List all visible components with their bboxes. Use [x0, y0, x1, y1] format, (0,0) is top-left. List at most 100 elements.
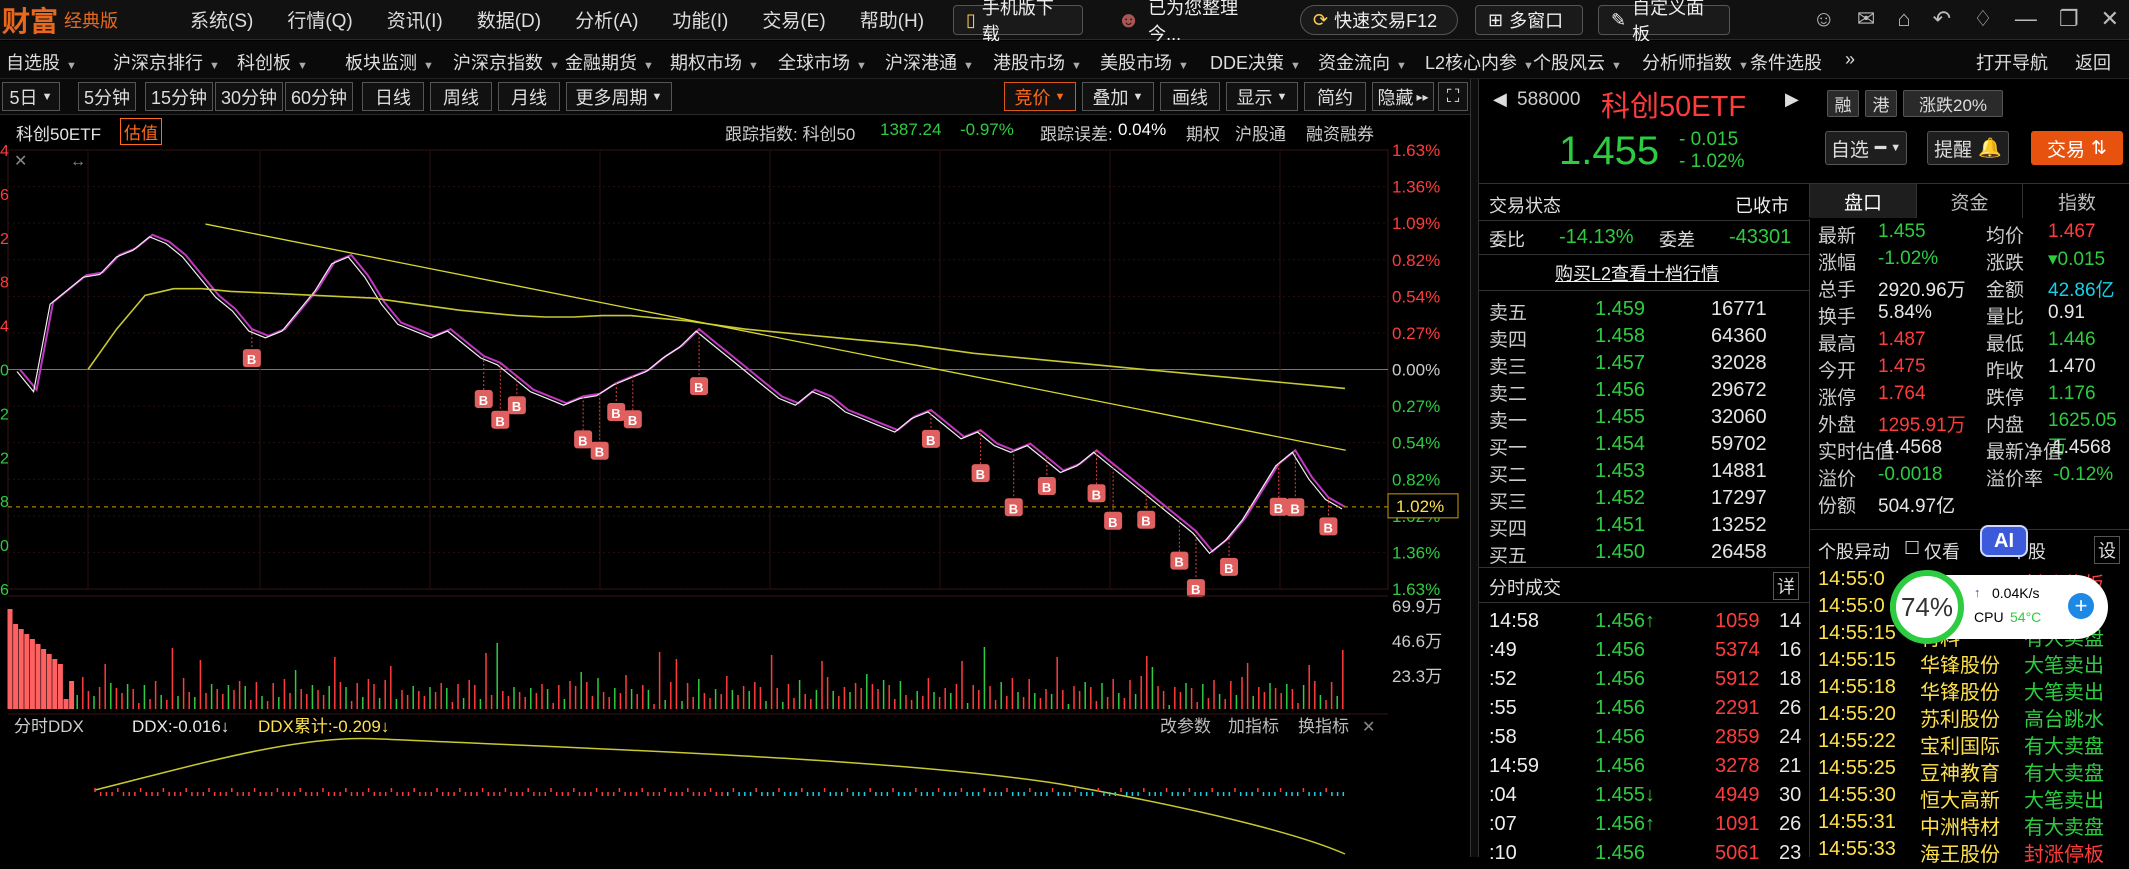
nav-index[interactable]: 沪深京指数 ▼ — [453, 53, 560, 73]
next-stock-icon[interactable]: ▶ — [1785, 89, 1799, 109]
orderbook-row[interactable]: 卖一 1.455 32060 — [1489, 404, 1809, 432]
buy-signal-marker[interactable] — [474, 390, 493, 409]
notice-button[interactable]: ☻ 已为您整理今... — [1117, 0, 1239, 44]
tool-simple[interactable]: 简约 — [1304, 82, 1366, 111]
switch-indicator-button[interactable]: 换指标 — [1298, 717, 1349, 736]
margin-link[interactable]: 融资融券 — [1306, 125, 1374, 144]
buy-signal-marker[interactable] — [1104, 511, 1123, 530]
menu-quote[interactable]: 行情(Q) — [287, 11, 353, 32]
buy-signal-marker[interactable] — [1286, 498, 1305, 517]
orderbook-row[interactable]: 买二 1.453 14881 — [1489, 458, 1809, 486]
chart-close-icon[interactable]: ✕ — [14, 153, 27, 170]
period-week[interactable]: 周线 — [430, 82, 492, 111]
custom-panel-button[interactable]: ✎ 自定义面板 — [1598, 0, 1730, 44]
menu-data[interactable]: 数据(D) — [476, 11, 542, 32]
panel-splitter[interactable] — [1470, 79, 1478, 857]
options-link[interactable]: 期权 — [1186, 125, 1220, 144]
nav-capital-flow[interactable]: 资金流向 ▼ — [1318, 53, 1407, 73]
menu-function[interactable]: 功能(I) — [672, 11, 729, 32]
restore-icon[interactable]: ❐ — [2058, 6, 2079, 31]
tab-capital[interactable]: 资金 — [1916, 184, 2022, 218]
tool-display[interactable]: 显示 ▼ — [1226, 82, 1298, 111]
period-30min[interactable]: 30分钟 — [215, 82, 283, 111]
add-indicator-button[interactable]: 加指标 — [1228, 717, 1279, 736]
ai-button[interactable]: AI — [1980, 525, 2028, 557]
minimize-icon[interactable]: — — [2014, 6, 2037, 31]
nav-stock-news[interactable]: 个股风云 ▼ — [1533, 53, 1622, 73]
buy-signal-marker[interactable] — [1037, 477, 1056, 496]
cpu-gauge[interactable]: 74% — [1890, 570, 1964, 644]
edit-params-button[interactable]: 改参数 — [1160, 717, 1211, 736]
menu-help[interactable]: 帮助(H) — [859, 11, 925, 32]
trend-line[interactable] — [205, 223, 1346, 451]
alert-button[interactable]: 提醒 🔔 — [1927, 131, 2009, 165]
menu-trade[interactable]: 交易(E) — [762, 11, 826, 32]
period-day[interactable]: 日线 — [362, 82, 424, 111]
nav-futures[interactable]: 金融期货 ▼ — [565, 53, 654, 73]
orderbook-row[interactable]: 卖三 1.457 32028 — [1489, 350, 1809, 378]
nav-watchlist[interactable]: 自选股 ▼ — [6, 53, 77, 73]
orderbook-row[interactable]: 卖四 1.458 64360 — [1489, 323, 1809, 351]
orderbook-row[interactable]: 卖五 1.459 16771 — [1489, 296, 1809, 324]
menu-system[interactable]: 系统(S) — [190, 11, 254, 32]
orderbook-row[interactable]: 买四 1.451 13252 — [1489, 512, 1809, 540]
tool-draw[interactable]: 画线 — [1160, 82, 1220, 111]
menu-analysis[interactable]: 分析(A) — [575, 11, 639, 32]
buy-signal-marker[interactable] — [1186, 579, 1205, 598]
period-15min[interactable]: 15分钟 — [145, 82, 213, 111]
alert-row[interactable]: 14:55:20 苏利股份 高台跳水 — [1818, 701, 2128, 731]
buy-signal-marker[interactable] — [607, 402, 626, 421]
pane-close-icon[interactable]: ✕ — [1362, 719, 1375, 736]
chart-resize-icon[interactable]: ↔ — [70, 153, 86, 170]
tool-hide[interactable]: 隐藏 ▸▸ — [1372, 82, 1434, 111]
tab-index[interactable]: 指数 — [2022, 184, 2129, 218]
nav-open-nav[interactable]: 打开导航 — [1976, 53, 2048, 73]
fast-trade-button[interactable]: ⟳ 快速交易F12 — [1300, 5, 1458, 35]
alert-row[interactable]: 14:55:18 华锋股份 大笔卖出 — [1818, 674, 2128, 704]
nav-options[interactable]: 期权市场 ▼ — [670, 53, 759, 73]
alerts-settings-button[interactable]: 设 — [2094, 536, 2120, 564]
buy-signal-marker[interactable] — [1269, 497, 1288, 516]
valuation-badge[interactable]: 估值 — [120, 118, 162, 145]
alert-row[interactable]: 14:55:30 恒大高新 大笔卖出 — [1818, 782, 2128, 812]
buy-signal-marker[interactable] — [242, 349, 261, 368]
alert-row[interactable]: 14:55:33 海王股份 封涨停板 — [1818, 836, 2128, 866]
user-icon[interactable]: ☺ — [1812, 6, 1835, 31]
period-more[interactable]: 更多周期 ▼ — [566, 82, 672, 111]
buy-signal-marker[interactable] — [1004, 498, 1023, 517]
tool-auction[interactable]: 竞价 ▼ — [1004, 82, 1076, 111]
nav-analyst[interactable]: 分析师指数 ▼ — [1642, 53, 1749, 73]
close-icon[interactable]: ✕ — [2100, 6, 2119, 31]
plus-icon[interactable]: + — [2068, 593, 2094, 619]
buy-signal-marker[interactable] — [491, 410, 510, 429]
nav-l2[interactable]: L2核心内参 ▼ — [1425, 53, 1534, 73]
menu-news[interactable]: 资讯(I) — [386, 11, 443, 32]
buy-signal-marker[interactable] — [1220, 557, 1239, 576]
ticks-detail-button[interactable]: 详 — [1773, 572, 1799, 600]
buy-l2-link[interactable]: 购买L2查看十档行情 — [1555, 264, 1720, 284]
orderbook-row[interactable]: 买五 1.450 26458 — [1489, 539, 1809, 567]
buy-signal-marker[interactable] — [1319, 517, 1338, 536]
nav-us[interactable]: 美股市场 ▼ — [1100, 53, 1189, 73]
period-month[interactable]: 月线 — [498, 82, 560, 111]
mail-icon[interactable]: ✉ — [1856, 6, 1876, 31]
nav-more[interactable]: » — [1845, 49, 1856, 69]
nav-dde[interactable]: DDE决策 ▼ — [1210, 53, 1301, 73]
buy-signal-marker[interactable] — [507, 396, 526, 415]
nav-hk[interactable]: 港股市场 ▼ — [993, 53, 1082, 73]
mobile-download-button[interactable]: ▯ 手机版下载 — [953, 0, 1083, 44]
alert-row[interactable]: 14:55:31 中洲特材 有大卖盘 — [1818, 809, 2128, 839]
buy-signal-marker[interactable] — [690, 377, 709, 396]
nav-connect[interactable]: 沪深港通 ▼ — [885, 53, 974, 73]
home-icon[interactable]: ⌂ — [1897, 6, 1911, 31]
period-5min[interactable]: 5分钟 — [78, 82, 136, 111]
alert-row[interactable]: 14:55:15 华锋股份 大笔卖出 — [1818, 647, 2128, 677]
shirt-icon[interactable]: ♢ — [1973, 6, 1993, 31]
watchlist-button[interactable]: 自选 ━ ▼ — [1825, 131, 1907, 165]
buy-signal-marker[interactable] — [921, 429, 940, 448]
multi-window-button[interactable]: ⊞ 多窗口 — [1475, 5, 1583, 35]
nav-back[interactable]: 返回 — [2075, 53, 2111, 73]
nav-screener[interactable]: 条件选股 — [1750, 53, 1822, 73]
period-60min[interactable]: 60分钟 — [285, 82, 353, 111]
orderbook-row[interactable]: 卖二 1.456 29672 — [1489, 377, 1809, 405]
